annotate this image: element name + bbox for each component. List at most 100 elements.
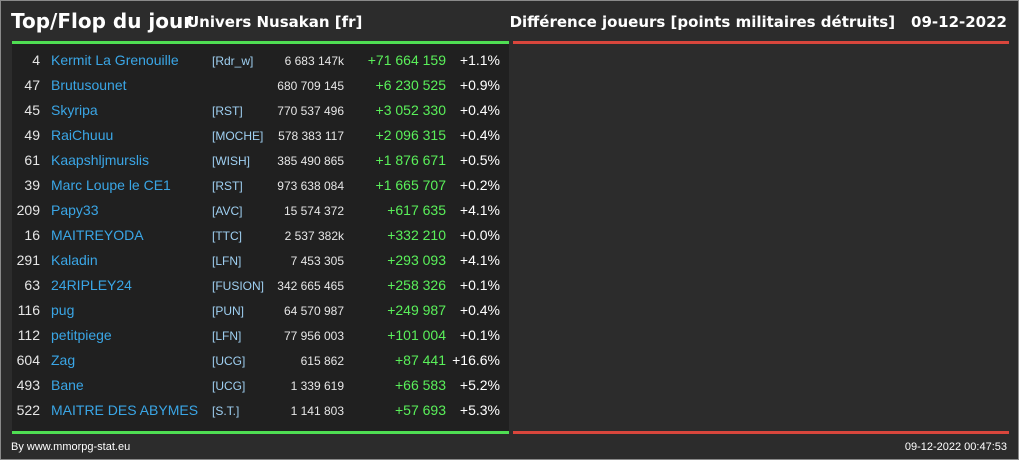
points-difference: +66 583 — [395, 377, 446, 393]
player-name-link[interactable]: MAITRE DES ABYMES — [51, 402, 199, 418]
list-item: 4 Kermit La Grenouille [Rdr_w] 6 683 147k +7… — [12, 48, 509, 73]
player-points: 385 490 865 — [277, 154, 344, 168]
points-difference: +6 230 525 — [375, 77, 446, 93]
points-difference: +57 693 — [395, 402, 446, 418]
alliance-link[interactable]: [Rdr_w] — [212, 54, 254, 68]
percent-change: +0.4% — [459, 102, 500, 118]
top-players-list: 4 Kermit La Grenouille [Rdr_w] 6 683 147k +7… — [12, 48, 509, 423]
alliance-link[interactable]: [RST] — [212, 104, 243, 118]
list-item: 209 Papy33 [AVC] 15 574 372 +617 635 +4.1% — [12, 198, 509, 223]
player-name-link[interactable]: Kaapshljmurslis — [51, 152, 150, 168]
player-name-link[interactable]: Zag — [51, 352, 76, 368]
player-rank: 63 — [24, 277, 40, 293]
alliance-link[interactable]: [S.T.] — [212, 404, 240, 418]
player-rank: 604 — [16, 352, 40, 368]
alliance-link[interactable]: [LFN] — [212, 329, 242, 343]
player-points: 1 141 803 — [290, 404, 344, 418]
points-difference: +249 987 — [387, 302, 446, 318]
player-points: 15 574 372 — [283, 204, 344, 218]
list-item: 112 petitpiege [LFN] 77 956 003 +101 004 +0.1… — [12, 323, 509, 348]
alliance-link[interactable]: [LFN] — [212, 254, 242, 268]
percent-change: +5.2% — [459, 377, 500, 393]
player-points: 2 537 382k — [284, 229, 344, 243]
alliance-link[interactable]: [RST] — [212, 179, 243, 193]
percent-change: +0.5% — [459, 152, 500, 168]
player-rank: 209 — [16, 202, 40, 218]
list-item: 116 pug [PUN] 64 570 987 +249 987 +0.4% — [12, 298, 509, 323]
list-item: 49 RaiChuuu [MOCHE] 578 383 117 +2 096 315 +0… — [12, 123, 509, 148]
universe-label: Univers Nusakan [fr] — [187, 13, 363, 31]
alliance-link[interactable]: [MOCHE] — [212, 129, 264, 143]
percent-change: +0.9% — [459, 77, 500, 93]
player-points: 7 453 305 — [290, 254, 344, 268]
percent-change: +16.6% — [452, 352, 500, 368]
list-item: 39 Marc Loupe le CE1 [RST] 973 638 084 +1 66… — [12, 173, 509, 198]
percent-change: +4.1% — [459, 252, 500, 268]
top-accent-bar-bottom — [12, 431, 509, 434]
percent-change: +0.1% — [459, 277, 500, 293]
percent-change: +0.2% — [459, 177, 500, 193]
player-points: 770 537 496 — [277, 104, 344, 118]
list-item: 61 Kaapshljmurslis [WISH] 385 490 865 +1 876… — [12, 148, 509, 173]
percent-change: +0.4% — [459, 302, 500, 318]
player-name-link[interactable]: Bane — [51, 377, 84, 393]
metric-label: Différence joueurs [points militaires dé… — [509, 13, 896, 31]
points-difference: +258 326 — [387, 277, 446, 293]
list-item: 45 Skyripa [RST] 770 537 496 +3 052 330 +0.4% — [12, 98, 509, 123]
player-rank: 49 — [24, 127, 40, 143]
header-info: Différence joueurs [points militaires dé… — [510, 13, 1007, 31]
list-item: 604 Zag [UCG] 615 862 +87 441 +16.6% — [12, 348, 509, 373]
footer-credit: By www.mmorpg-stat.eu — [11, 441, 131, 453]
player-name-link[interactable]: RaiChuuu — [51, 127, 114, 143]
header-date: 09-12-2022 — [911, 13, 1007, 31]
percent-change: +5.3% — [459, 402, 500, 418]
points-difference: +1 665 707 — [375, 177, 446, 193]
player-name-link[interactable]: Marc Loupe le CE1 — [51, 177, 171, 193]
player-rank: 4 — [32, 52, 40, 68]
player-rank: 16 — [24, 227, 40, 243]
flop-accent-bar — [513, 41, 1009, 44]
alliance-link[interactable]: [FUSION] — [212, 279, 265, 293]
alliance-link[interactable]: [AVC] — [212, 204, 243, 218]
player-name-link[interactable]: Kermit La Grenouille — [51, 52, 179, 68]
player-name-link[interactable]: Brutusounet — [51, 77, 127, 93]
player-rank: 116 — [17, 302, 40, 318]
flop-players-panel — [513, 44, 1009, 431]
player-rank: 47 — [24, 77, 40, 93]
alliance-link[interactable]: [PUN] — [212, 304, 245, 318]
player-rank: 45 — [24, 102, 40, 118]
player-name-link[interactable]: MAITREYODA — [51, 227, 144, 243]
alliance-link[interactable]: [WISH] — [212, 154, 250, 168]
player-points: 680 709 145 — [277, 79, 344, 93]
list-item: 291 Kaladin [LFN] 7 453 305 +293 093 +4.1% — [12, 248, 509, 273]
alliance-link[interactable]: [UCG] — [212, 354, 246, 368]
points-difference: +87 441 — [395, 352, 446, 368]
points-difference: +71 664 159 — [367, 52, 446, 68]
player-rank: 112 — [17, 327, 40, 343]
player-name-link[interactable]: 24RIPLEY24 — [51, 277, 132, 293]
player-name-link[interactable]: petitpiege — [51, 327, 112, 343]
percent-change: +0.1% — [459, 327, 500, 343]
alliance-link[interactable]: [TTC] — [212, 229, 242, 243]
player-points: 973 638 084 — [277, 179, 344, 193]
player-rank: 291 — [16, 252, 40, 268]
percent-change: +0.4% — [459, 127, 500, 143]
player-name-link[interactable]: Papy33 — [51, 202, 99, 218]
alliance-link[interactable]: [UCG] — [212, 379, 246, 393]
footer-timestamp: 09-12-2022 00:47:53 — [904, 441, 1007, 453]
player-name-link[interactable]: pug — [51, 302, 75, 318]
points-difference: +2 096 315 — [375, 127, 446, 143]
percent-change: +4.1% — [459, 202, 500, 218]
player-name-link[interactable]: Kaladin — [51, 252, 98, 268]
points-difference: +293 093 — [387, 252, 446, 268]
top-accent-bar — [12, 41, 509, 44]
player-points: 342 665 465 — [277, 279, 344, 293]
player-points: 615 862 — [300, 354, 344, 368]
flop-accent-bar-bottom — [513, 431, 1009, 434]
player-points: 77 956 003 — [283, 329, 344, 343]
player-name-link[interactable]: Skyripa — [51, 102, 98, 118]
points-difference: +1 876 671 — [375, 152, 446, 168]
player-rank: 39 — [24, 177, 40, 193]
list-item: 522 MAITRE DES ABYMES [S.T.] 1 141 803 +57 6… — [12, 398, 509, 423]
